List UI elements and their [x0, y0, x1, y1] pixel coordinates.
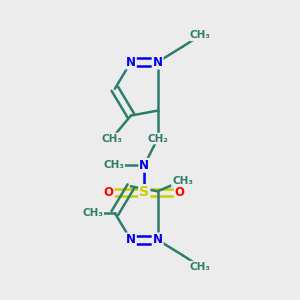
Text: CH₃: CH₃	[103, 160, 124, 170]
Text: CH₃: CH₃	[101, 134, 122, 143]
Text: S: S	[139, 185, 149, 199]
Text: CH₃: CH₃	[172, 176, 193, 186]
Text: CH₃: CH₃	[82, 208, 103, 218]
Text: O: O	[175, 186, 185, 199]
Text: N: N	[139, 159, 149, 172]
Text: N: N	[153, 56, 163, 68]
Text: N: N	[126, 233, 136, 246]
Text: O: O	[104, 186, 114, 199]
Text: CH₃: CH₃	[190, 262, 211, 272]
Text: CH₂: CH₂	[147, 134, 168, 143]
Text: N: N	[153, 233, 163, 246]
Text: CH₃: CH₃	[190, 30, 211, 40]
Text: N: N	[126, 56, 136, 68]
